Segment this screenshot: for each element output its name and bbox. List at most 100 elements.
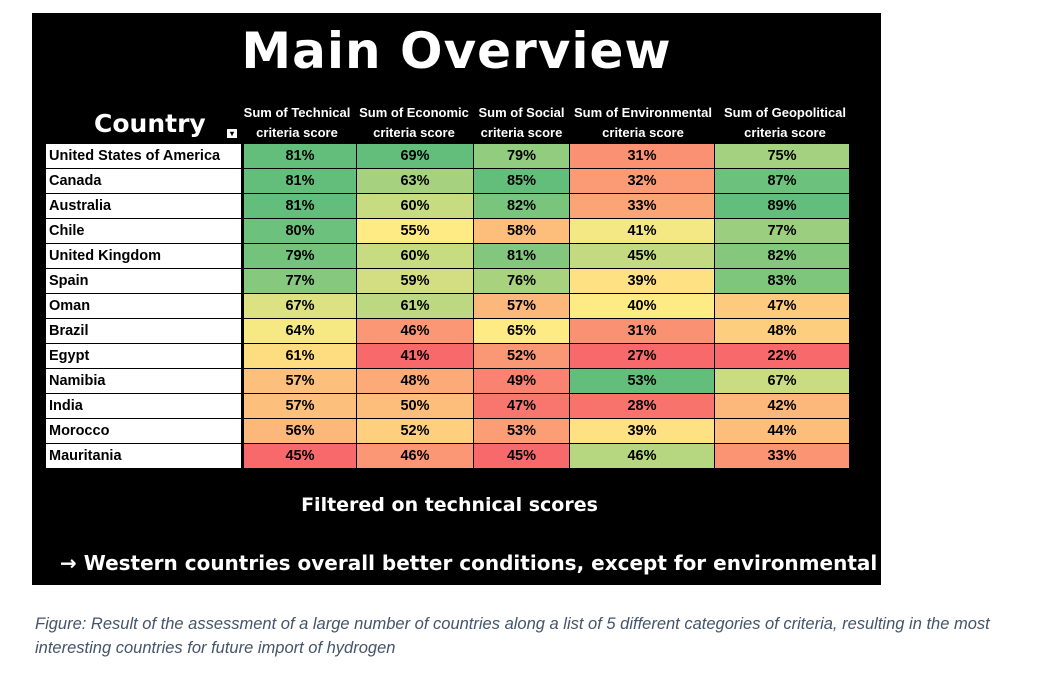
score-cell: 83%	[714, 268, 850, 294]
column-header-social: Sum of Social criteria score	[478, 105, 565, 140]
column-header-technical: Sum of Technical criteria score	[243, 105, 351, 140]
table-row: Mauritania 45% 46% 45% 46% 33%	[45, 443, 850, 469]
column-gap	[241, 393, 244, 419]
table-row: Egypt 61% 41% 52% 27% 22%	[45, 343, 850, 369]
filter-icon[interactable]: ▾	[227, 129, 237, 138]
score-cell: 87%	[714, 168, 850, 194]
score-cell: 64%	[243, 318, 357, 344]
score-cell: 44%	[714, 418, 850, 444]
score-table: United States of America 81% 69% 79% 31% 75% C…	[45, 143, 850, 469]
score-cell: 82%	[473, 193, 570, 219]
column-gap	[241, 168, 244, 194]
column-gap	[241, 343, 244, 369]
score-cell: 77%	[714, 218, 850, 244]
table-row: Morocco 56% 52% 53% 39% 44%	[45, 418, 850, 444]
score-cell: 28%	[569, 393, 715, 419]
score-cell: 61%	[243, 343, 357, 369]
country-cell: Brazil	[45, 318, 242, 344]
country-cell: Mauritania	[45, 443, 242, 469]
score-cell: 39%	[569, 418, 715, 444]
score-cell: 45%	[569, 243, 715, 269]
column-header-geopolitical: Sum of Geopolitical criteria score	[723, 105, 847, 140]
country-cell: Australia	[45, 193, 242, 219]
country-column-header: Country	[94, 109, 206, 138]
column-gap	[241, 193, 244, 219]
column-gap	[241, 293, 244, 319]
score-cell: 31%	[569, 318, 715, 344]
country-cell: United Kingdom	[45, 243, 242, 269]
score-cell: 75%	[714, 143, 850, 169]
score-cell: 41%	[569, 218, 715, 244]
table-row: Spain 77% 59% 76% 39% 83%	[45, 268, 850, 294]
conclusion-text: → Western countries overall better condi…	[60, 551, 878, 575]
country-cell: Oman	[45, 293, 242, 319]
column-gap	[241, 418, 244, 444]
country-cell: Spain	[45, 268, 242, 294]
score-cell: 47%	[714, 293, 850, 319]
overview-panel: Main Overview Country ▾ Sum of Technical…	[32, 13, 881, 585]
score-cell: 52%	[473, 343, 570, 369]
score-cell: 47%	[473, 393, 570, 419]
score-cell: 45%	[473, 443, 570, 469]
score-cell: 67%	[243, 293, 357, 319]
country-cell: Namibia	[45, 368, 242, 394]
score-cell: 65%	[473, 318, 570, 344]
table-row: United Kingdom 79% 60% 81% 45% 82%	[45, 243, 850, 269]
table-row: Brazil 64% 46% 65% 31% 48%	[45, 318, 850, 344]
score-cell: 77%	[243, 268, 357, 294]
score-cell: 85%	[473, 168, 570, 194]
table-row: Namibia 57% 48% 49% 53% 67%	[45, 368, 850, 394]
score-cell: 39%	[569, 268, 715, 294]
table-row: Canada 81% 63% 85% 32% 87%	[45, 168, 850, 194]
country-cell: Egypt	[45, 343, 242, 369]
score-cell: 69%	[356, 143, 474, 169]
score-cell: 79%	[243, 243, 357, 269]
column-header-environmental: Sum of Environmental criteria score	[574, 105, 712, 140]
score-cell: 58%	[473, 218, 570, 244]
score-cell: 82%	[714, 243, 850, 269]
table-row: India 57% 50% 47% 28% 42%	[45, 393, 850, 419]
score-cell: 76%	[473, 268, 570, 294]
score-cell: 52%	[356, 418, 474, 444]
score-cell: 45%	[243, 443, 357, 469]
column-gap	[241, 443, 244, 469]
score-cell: 31%	[569, 143, 715, 169]
country-cell: Canada	[45, 168, 242, 194]
column-gap	[241, 143, 244, 169]
score-cell: 40%	[569, 293, 715, 319]
score-cell: 41%	[356, 343, 474, 369]
score-cell: 53%	[473, 418, 570, 444]
score-cell: 22%	[714, 343, 850, 369]
score-cell: 81%	[243, 143, 357, 169]
table-row: Oman 67% 61% 57% 40% 47%	[45, 293, 850, 319]
score-cell: 79%	[473, 143, 570, 169]
figure-caption: Figure: Result of the assessment of a la…	[35, 615, 990, 657]
table-row: Chile 80% 55% 58% 41% 77%	[45, 218, 850, 244]
score-cell: 61%	[356, 293, 474, 319]
score-cell: 57%	[243, 368, 357, 394]
score-cell: 33%	[714, 443, 850, 469]
table-row: Australia 81% 60% 82% 33% 89%	[45, 193, 850, 219]
score-cell: 81%	[473, 243, 570, 269]
score-cell: 42%	[714, 393, 850, 419]
score-cell: 46%	[356, 443, 474, 469]
score-cell: 49%	[473, 368, 570, 394]
score-cell: 33%	[569, 193, 715, 219]
score-cell: 67%	[714, 368, 850, 394]
score-cell: 57%	[243, 393, 357, 419]
score-cell: 27%	[569, 343, 715, 369]
score-cell: 59%	[356, 268, 474, 294]
country-cell: Chile	[45, 218, 242, 244]
page-title: Main Overview	[241, 22, 672, 80]
country-cell: Morocco	[45, 418, 242, 444]
score-cell: 50%	[356, 393, 474, 419]
score-cell: 63%	[356, 168, 474, 194]
score-cell: 57%	[473, 293, 570, 319]
score-cell: 60%	[356, 193, 474, 219]
score-cell: 46%	[356, 318, 474, 344]
score-cell: 55%	[356, 218, 474, 244]
score-cell: 89%	[714, 193, 850, 219]
column-header-economic: Sum of Economic criteria score	[359, 105, 469, 140]
score-cell: 60%	[356, 243, 474, 269]
score-cell: 46%	[569, 443, 715, 469]
